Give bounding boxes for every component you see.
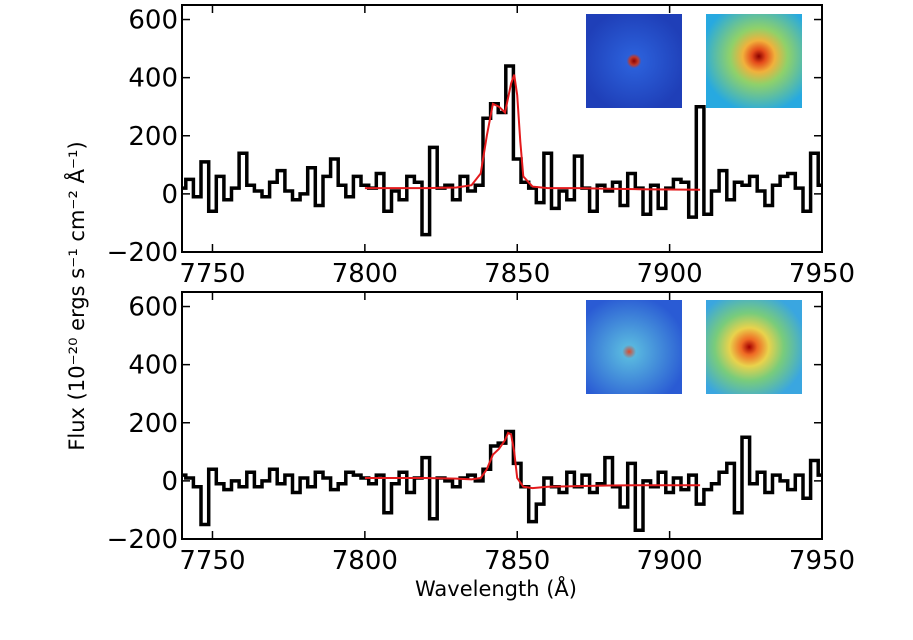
top-y-tick-label: 0 bbox=[161, 180, 178, 210]
bottom-x-tick-label: 7850 bbox=[484, 546, 550, 576]
y-axis-label: Flux (10⁻²⁰ ergs s⁻¹ cm⁻² Å⁻¹) bbox=[63, 141, 89, 450]
bottom-y-tick-label: 200 bbox=[128, 409, 178, 439]
bottom-axes-frame bbox=[181, 291, 823, 540]
bottom-spectrum-line bbox=[182, 429, 822, 533]
top-y-tick-label: 200 bbox=[128, 122, 178, 152]
top-x-tick-label: 7950 bbox=[789, 259, 855, 289]
top-fit-line bbox=[364, 74, 701, 191]
top-spectrum-line bbox=[182, 64, 822, 237]
bottom-x-tick-label: 7800 bbox=[332, 546, 398, 576]
bottom-fit-line bbox=[364, 431, 701, 490]
x-axis-label: Wavelength (Å) bbox=[415, 575, 577, 601]
bottom-y-tick-label: 400 bbox=[128, 351, 178, 381]
top-insets bbox=[586, 14, 802, 108]
bottom-x-tick-label: 7900 bbox=[637, 546, 703, 576]
top-y-tick-label: 400 bbox=[128, 64, 178, 94]
bottom-y-tick-label: −200 bbox=[107, 525, 178, 555]
top-panel: 7750 7800 7850 7900 7950 −200 0 200 400 600 bbox=[107, 4, 855, 289]
bottom-insets bbox=[586, 300, 802, 394]
top-x-tick-label: 7900 bbox=[637, 259, 703, 289]
top-y-tick-label: −200 bbox=[107, 238, 178, 268]
cutout-4 bbox=[706, 300, 802, 394]
cutout-1 bbox=[586, 14, 682, 108]
bottom-plot-area: 7750 7800 7850 7900 7950 −200 0 200 400 600 bbox=[107, 292, 855, 576]
bottom-x-tick-label: 7750 bbox=[179, 546, 245, 576]
cutout-2 bbox=[706, 14, 802, 108]
top-x-tick-label: 7850 bbox=[484, 259, 550, 289]
top-y-tick-label: 600 bbox=[128, 6, 178, 36]
bottom-panel: 7750 7800 7850 7900 7950 −200 0 200 400 600 bbox=[107, 291, 855, 576]
top-plot-area: 7750 7800 7850 7900 7950 −200 0 200 400 600 bbox=[107, 5, 855, 289]
bottom-y-tick-label: 600 bbox=[128, 293, 178, 323]
top-axes-frame bbox=[181, 4, 823, 253]
bottom-x-tick-label: 7950 bbox=[789, 546, 855, 576]
cutout-3 bbox=[586, 300, 682, 394]
bottom-y-tick-label: 0 bbox=[161, 467, 178, 497]
top-x-tick-label: 7750 bbox=[179, 259, 245, 289]
top-x-tick-label: 7800 bbox=[332, 259, 398, 289]
